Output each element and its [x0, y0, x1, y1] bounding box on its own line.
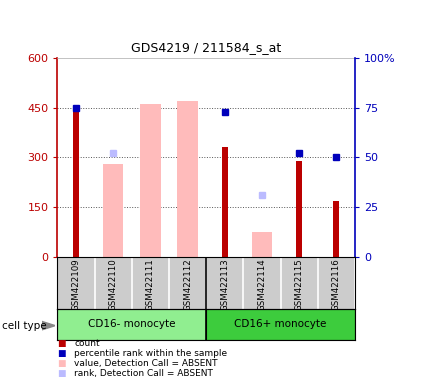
Text: GSM422110: GSM422110: [109, 258, 118, 311]
Text: ■: ■: [57, 339, 66, 348]
Text: value, Detection Call = ABSENT: value, Detection Call = ABSENT: [74, 359, 218, 368]
Bar: [222, 147, 227, 257]
Text: GSM422114: GSM422114: [258, 258, 266, 311]
Bar: [334, 201, 339, 257]
Text: GSM422115: GSM422115: [295, 258, 303, 311]
Text: cell type: cell type: [2, 321, 47, 331]
Bar: [252, 232, 272, 257]
Text: CD16- monocyte: CD16- monocyte: [88, 319, 176, 329]
Text: GSM422113: GSM422113: [220, 258, 229, 311]
Text: ■: ■: [57, 349, 66, 358]
Text: rank, Detection Call = ABSENT: rank, Detection Call = ABSENT: [74, 369, 213, 378]
Bar: [73, 111, 79, 257]
Bar: [103, 164, 123, 257]
Polygon shape: [42, 321, 55, 330]
Text: percentile rank within the sample: percentile rank within the sample: [74, 349, 227, 358]
Bar: [140, 104, 161, 257]
Text: GSM422111: GSM422111: [146, 258, 155, 311]
Bar: [57, 309, 206, 340]
Text: GSM422116: GSM422116: [332, 258, 341, 311]
Text: CD16+ monocyte: CD16+ monocyte: [234, 319, 327, 329]
Text: GSM422112: GSM422112: [183, 258, 192, 311]
Text: ■: ■: [57, 369, 66, 378]
Bar: [206, 309, 355, 340]
Text: count: count: [74, 339, 100, 348]
Bar: [296, 161, 302, 257]
Text: ■: ■: [57, 359, 66, 368]
Bar: [177, 101, 198, 257]
Title: GDS4219 / 211584_s_at: GDS4219 / 211584_s_at: [131, 41, 281, 54]
Text: GSM422109: GSM422109: [71, 258, 80, 311]
